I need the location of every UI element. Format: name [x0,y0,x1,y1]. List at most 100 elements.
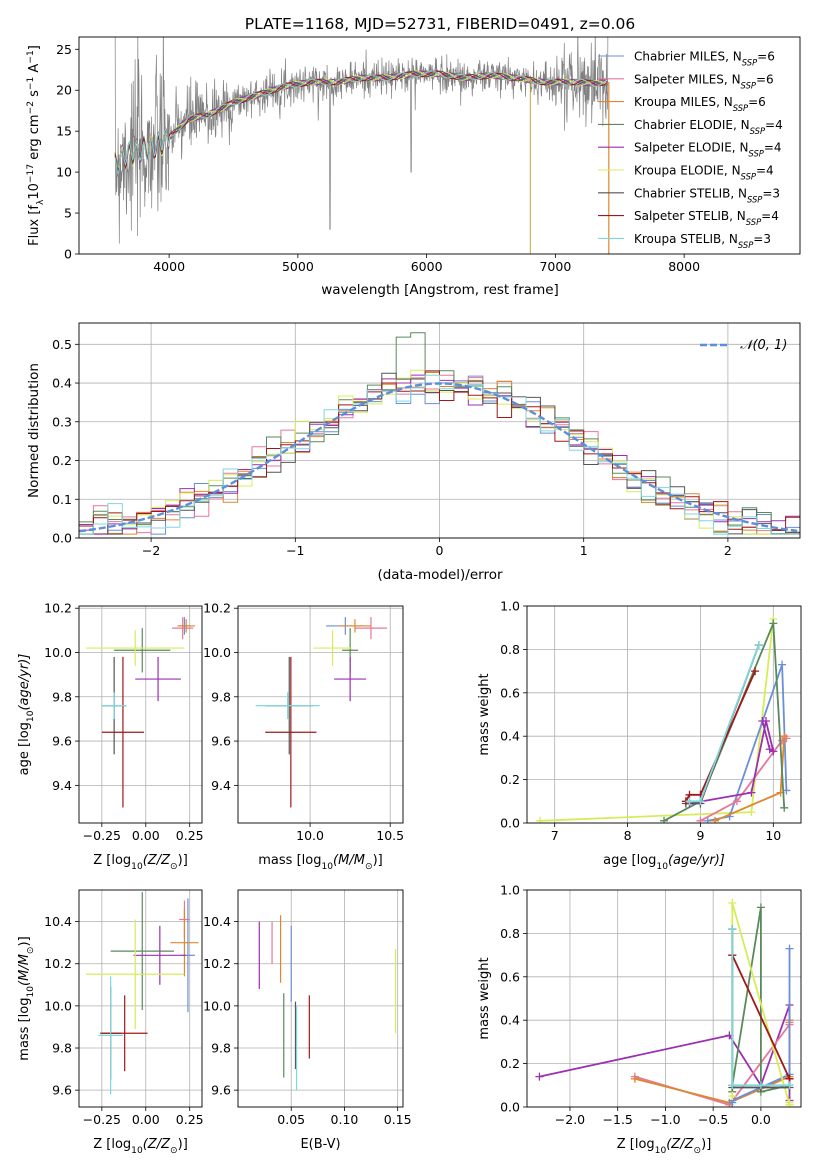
error-point-salpeter-miles [354,617,387,640]
weight_vs_Z-plot-area [535,899,794,1107]
y-tick-label: 0.8 [500,926,520,941]
x-tick-label: 10.5 [376,828,404,843]
weight-marker [785,944,794,953]
y-tick-label: 0.6 [500,685,520,700]
age_vs_Z-plot-area [86,617,195,808]
label-part: SSP [741,80,757,90]
y-tick-label: 0.6 [500,969,520,984]
weight-marker [756,903,765,912]
y-tick-label: 0.5 [52,337,72,352]
error-point-chabrier-elodie [110,892,174,1011]
label-part: 10 [26,986,36,998]
x-tick-label: 10 [765,828,781,843]
legend-gaussian-label: 𝒩(0, 1) [740,338,787,353]
y-tick-label: 9.6 [211,1083,231,1098]
label-part: 4 [774,141,782,155]
legend-sep: , [733,118,741,132]
label-part: Kroupa MILES [634,95,716,109]
mass_vs_ebv-frame [237,889,404,1108]
spectrum-xlabel: wavelength [Angstrom, rest frame] [321,282,559,298]
legend-eq: = [756,72,766,86]
label-part: Salpeter STELIB [634,209,729,223]
label-part: 4 [775,118,783,132]
model-spectrum-salpeter-elodie [114,70,608,171]
error-point-kroupa-stelib [98,976,123,1095]
x-tick-label: 6000 [411,259,443,274]
age_vs_mass-plot-area [255,617,387,808]
label-part: 3 [772,186,780,200]
weight-marker [785,1098,794,1107]
label-part: 10 [655,1146,667,1156]
x-tick-label: 0.15 [384,1112,412,1127]
weight-series-kroupa-stelib [728,925,794,1090]
label-part: )] [17,936,32,946]
label-part: SSP [742,58,758,68]
y-tick-label: 10.4 [203,914,231,929]
weight-marker [758,717,767,726]
weight-marker [703,816,712,823]
y-tick-label: 0.2 [500,1056,520,1071]
weight-line [689,720,775,805]
label-part: ] [27,45,42,50]
label-part: )] [178,853,188,868]
weight_vs_Z-frame [526,889,802,1108]
weight-marker [747,788,756,797]
label-part: Z [log [93,853,131,868]
weight-marker [747,808,756,817]
error-point-kroupa-elodie [86,919,185,1030]
label-part: Chabrier MILES [634,50,725,64]
label-part: SSP [741,172,757,182]
label-part: age [log [603,853,656,868]
model-spectrum-kroupa-miles [114,70,608,176]
y-tick-label: 0.4 [500,729,520,744]
label-part: N [733,50,742,64]
label-part: 10 [656,862,668,872]
label-part: 6 [766,72,774,86]
label-part: Chabrier STELIB [634,186,730,200]
y-tick-label: 0.0 [500,1100,520,1115]
weight-series-salpeter-elodie [535,1001,794,1105]
x-tick-label: 2 [724,543,732,558]
x-tick-label: 7000 [539,259,571,274]
label-part: s [27,90,42,101]
legend-entry: Chabrier MILES, NSSP=6 [634,50,775,68]
x-tick-label: 0.25 [176,828,204,843]
label-part: −1 [26,77,36,90]
residuals-frame [78,322,801,539]
weight-marker [728,1092,737,1101]
error-point-kroupa-miles [177,619,195,633]
label-part: age [log [17,722,32,775]
age_vs_mass-frame [237,605,404,824]
residuals-plot-area [79,332,800,535]
y-tick-label: 10.0 [44,645,72,660]
label-part: (Z/Z [143,853,171,868]
spectrum-ylabel: Flux [fλ10−17 erg cm−2 s−1 A−1] [26,45,46,246]
x-tick-label: 0.00 [132,828,160,843]
x-tick-label: 8000 [668,259,700,274]
x-tick-label: 10.0 [296,828,324,843]
weight-marker [711,816,720,823]
y-tick-label: 10 [56,165,72,180]
weight-marker [732,797,741,806]
label-part: SSP [750,126,766,136]
y-tick-label: 25 [56,42,72,57]
x-tick-label: 0.05 [277,1112,305,1127]
legend-eq: = [762,186,772,200]
label-part: A [27,64,42,77]
label-part: ⊙ [170,1146,178,1156]
legend-entry: Kroupa STELIB, NSSP=3 [634,232,771,250]
weight-marker [751,667,760,676]
weight-marker [754,641,763,650]
mass_vs_Z-xlabel: Z [log10(Z/Z⊙)] [93,1137,188,1156]
legend-sep: , [724,164,732,178]
legend-eq: = [761,209,771,223]
label-part: −1 [26,50,36,63]
error-point-kroupa-miles [338,619,371,633]
residual-histogram-kroupa-miles [79,372,800,535]
error-point-kroupa-miles [170,908,199,977]
weight-series-kroupa-stelib [685,641,763,806]
weight-marker [728,925,737,934]
legend-entry: Salpeter MILES, NSSP=6 [634,72,774,90]
